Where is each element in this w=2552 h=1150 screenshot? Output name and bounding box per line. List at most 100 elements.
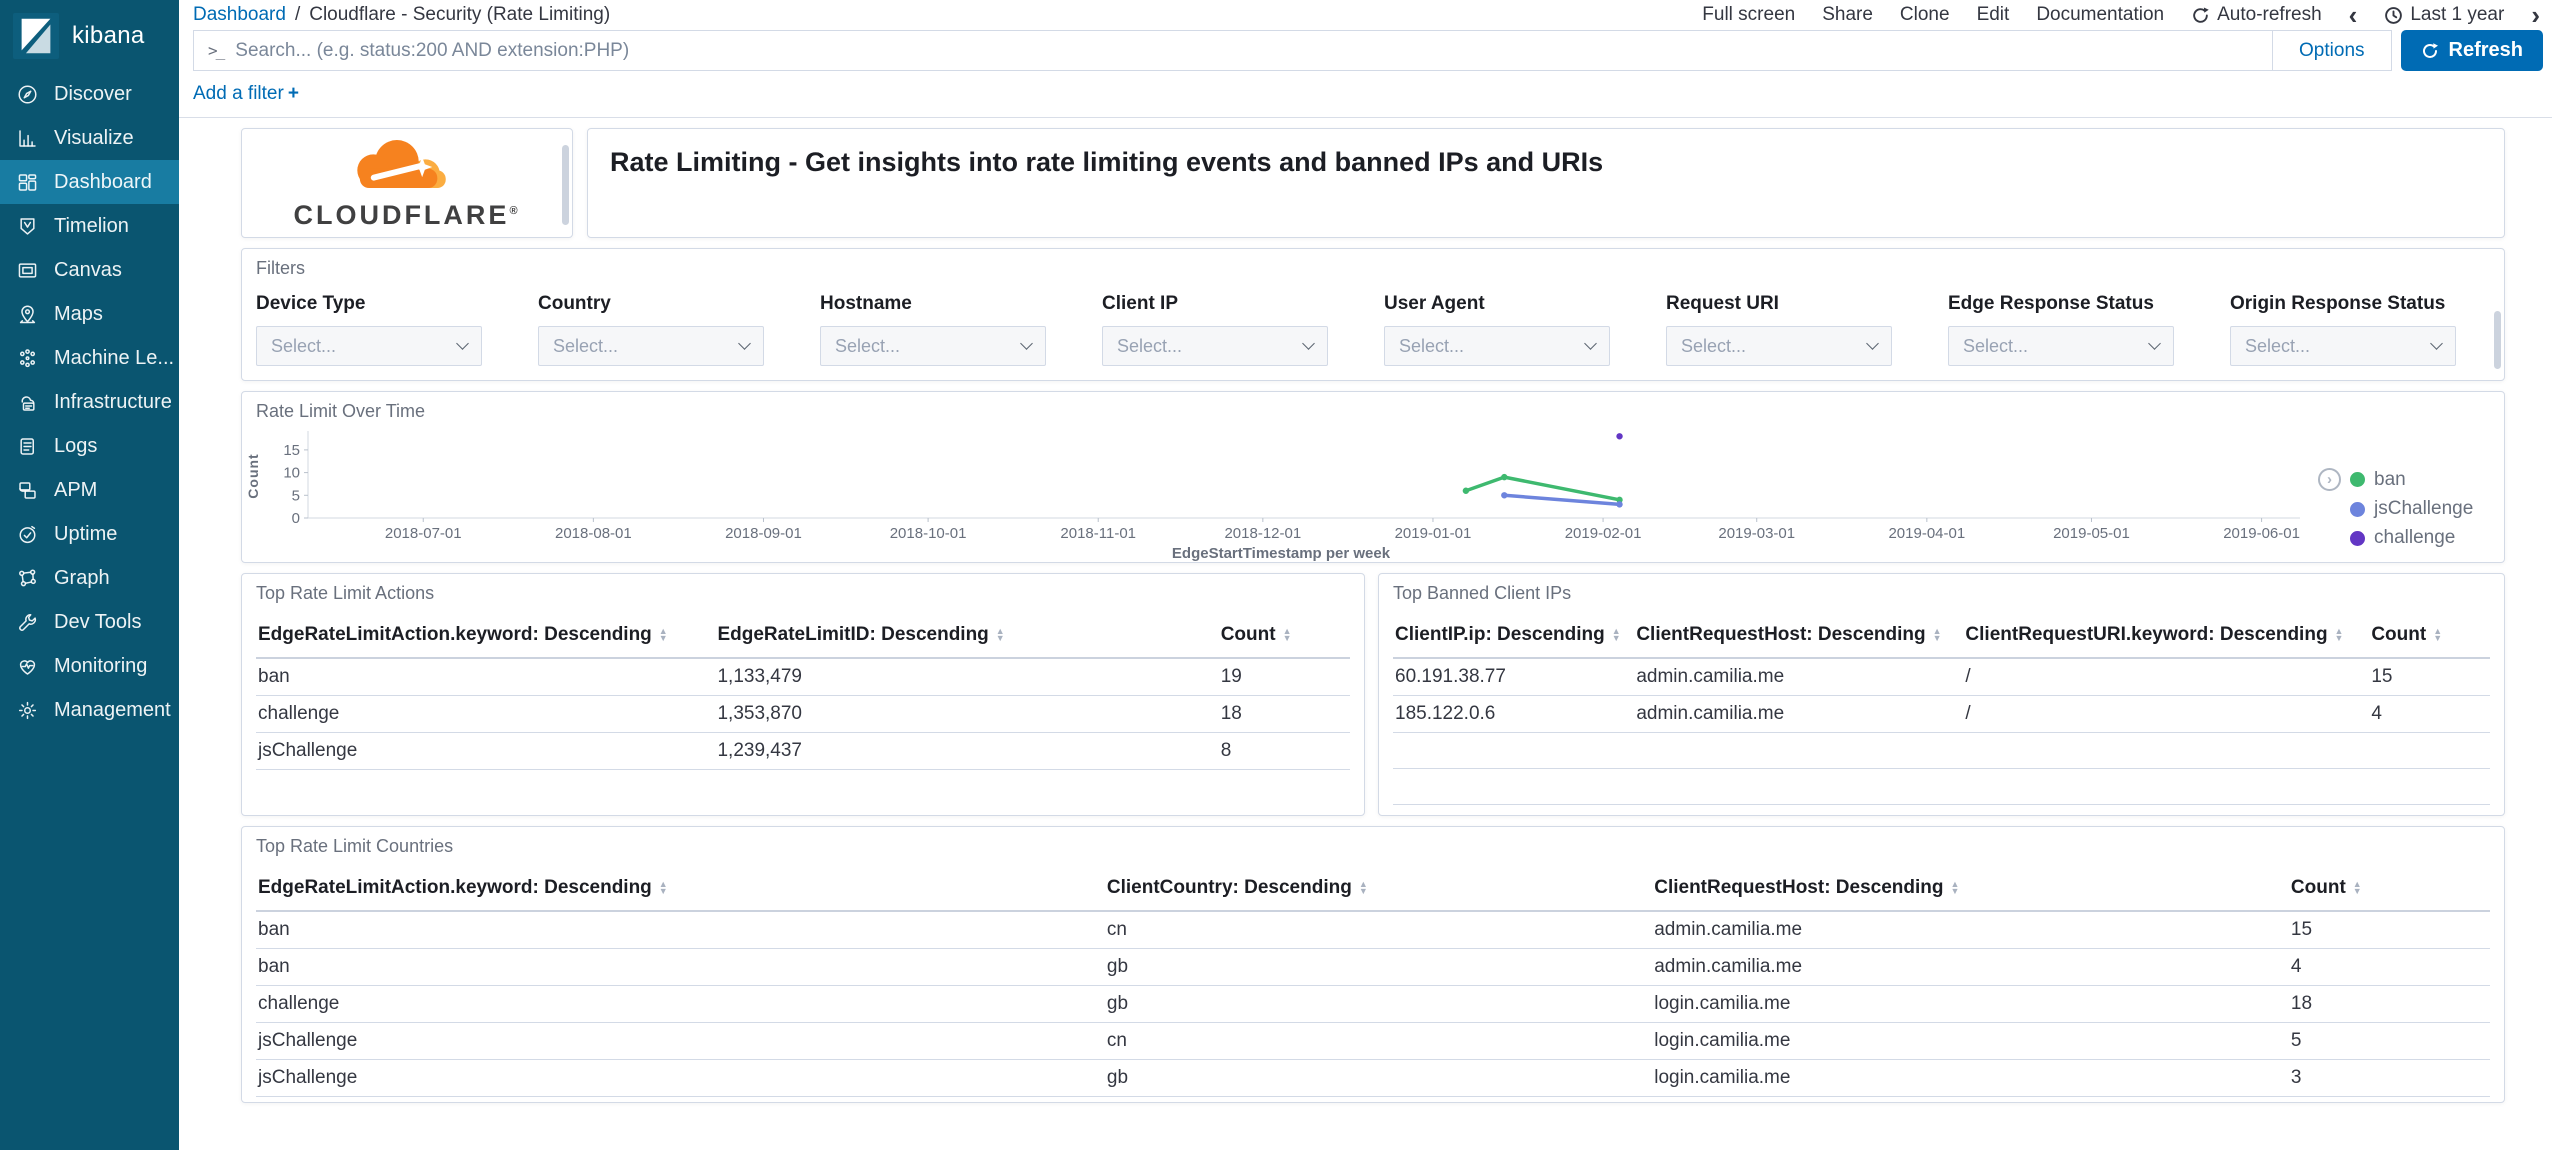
table-row: ban gb admin.camilia.me 4 <box>256 948 2490 986</box>
sidebar-item-visualize[interactable]: Visualize <box>0 116 179 160</box>
table-cell[interactable]: cn <box>1104 1022 1653 1060</box>
sidebar-item-monitoring[interactable]: Monitoring <box>0 644 179 688</box>
table-cell[interactable]: challenge <box>256 695 716 733</box>
refresh-button[interactable]: Refresh <box>2400 30 2543 71</box>
search-input[interactable] <box>233 38 2273 63</box>
scrollbar-thumb[interactable] <box>2494 311 2501 369</box>
legend-item-jschallenge[interactable]: jsChallenge <box>2318 498 2498 520</box>
table-cell[interactable]: / <box>1963 658 2370 696</box>
column-header-edgeratelimitaction-keyword-descending[interactable]: EdgeRateLimitAction.keyword: Descending ▲… <box>256 614 716 659</box>
column-header-count[interactable]: Count ▲ ▼ <box>2369 614 2490 659</box>
filter-select-user-agent[interactable]: Select... <box>1384 326 1610 366</box>
column-header-clientcountry-descending[interactable]: ClientCountry: Descending ▲ ▼ <box>1104 867 1653 912</box>
table-cell[interactable]: gb <box>1104 1059 1653 1097</box>
shield-icon <box>20 217 35 235</box>
sidebar-item-timelion[interactable]: Timelion <box>0 204 179 248</box>
table-cell[interactable]: 1,239,437 <box>715 732 1219 770</box>
chevron-left-icon[interactable]: ‹ <box>2348 0 2358 30</box>
chevron-right-icon[interactable]: › <box>2531 0 2540 30</box>
breadcrumb-dashboard-link[interactable]: Dashboard <box>193 4 286 25</box>
nav-action-full-screen[interactable]: Full screen <box>1702 4 1796 25</box>
sidebar-item-dev-tools[interactable]: Dev Tools <box>0 600 179 644</box>
nav-action-share[interactable]: Share <box>1822 4 1873 25</box>
legend-item-challenge[interactable]: challenge <box>2318 527 2498 549</box>
table-cell[interactable]: 4 <box>2288 948 2490 986</box>
filter-select-client-ip[interactable]: Select... <box>1102 326 1328 366</box>
table-cell[interactable]: admin.camilia.me <box>1652 948 2289 986</box>
table-cell[interactable]: admin.camilia.me <box>1634 695 1964 733</box>
table-cell[interactable]: 1,133,479 <box>715 658 1219 696</box>
nav-action-documentation[interactable]: Documentation <box>2036 4 2165 25</box>
table-cell[interactable]: jsChallenge <box>256 1059 1105 1097</box>
svg-text:10: 10 <box>283 465 300 482</box>
sidebar-item-graph[interactable]: Graph <box>0 556 179 600</box>
filter-select-hostname[interactable]: Select... <box>820 326 1046 366</box>
table-cell[interactable]: 185.122.0.6 <box>1393 695 1635 733</box>
sidebar-item-logs[interactable]: Logs <box>0 424 179 468</box>
table-cell[interactable]: login.camilia.me <box>1652 1022 2289 1060</box>
nav-action-edit[interactable]: Edit <box>1976 4 2010 25</box>
column-header-count[interactable]: Count ▲ ▼ <box>2288 867 2490 912</box>
table-cell[interactable]: admin.camilia.me <box>1634 658 1964 696</box>
nav-action-clone[interactable]: Clone <box>1899 4 1950 25</box>
table-cell[interactable]: jsChallenge <box>256 1022 1105 1060</box>
legend-toggle-icon[interactable]: › <box>2318 468 2341 491</box>
data-table: EdgeRateLimitAction.keyword: Descending ▲… <box>256 867 2490 1097</box>
kibana-logo[interactable]: kibana <box>0 0 179 72</box>
filter-select-request-uri[interactable]: Select... <box>1666 326 1892 366</box>
sidebar-item-canvas[interactable]: Canvas <box>0 248 179 292</box>
table-cell[interactable]: ban <box>256 658 716 696</box>
sidebar-item-management[interactable]: Management <box>0 688 179 732</box>
table-cell[interactable]: ban <box>256 911 1105 949</box>
time-range-button[interactable]: Last 1 year <box>2384 4 2504 26</box>
options-button[interactable]: Options <box>2273 30 2392 71</box>
table-row: 60.191.38.77 admin.camilia.me/15 <box>1393 658 2490 696</box>
table-cell[interactable]: cn <box>1104 911 1653 949</box>
table-cell[interactable]: 15 <box>2369 658 2490 696</box>
filter-select-origin-response-status[interactable]: Select... <box>2230 326 2456 366</box>
filter-select-device-type[interactable]: Select... <box>256 326 482 366</box>
sidebar-item-infrastructure[interactable]: Infrastructure <box>0 380 179 424</box>
column-header-clientrequesthost-descending[interactable]: ClientRequestHost: Descending ▲ ▼ <box>1652 867 2289 912</box>
table-cell[interactable]: 8 <box>1218 732 1350 770</box>
table-cell[interactable]: 1,353,870 <box>715 695 1219 733</box>
add-filter-link[interactable]: Add a filter + <box>193 83 299 104</box>
scrollbar-thumb[interactable] <box>562 145 569 225</box>
table-cell[interactable]: jsChallenge <box>256 732 716 770</box>
table-cell[interactable]: 15 <box>2288 911 2490 949</box>
sidebar-item-machine-le[interactable]: Machine Le... <box>0 336 179 380</box>
gear-icon <box>18 701 37 719</box>
table-cell[interactable]: 3 <box>2288 1059 2490 1097</box>
column-header-clientrequesthost-descending[interactable]: ClientRequestHost: Descending ▲ ▼ <box>1634 614 1964 659</box>
table-cell[interactable]: 18 <box>2288 985 2490 1023</box>
sidebar-item-discover[interactable]: Discover <box>0 72 179 116</box>
column-header-edgeratelimitid-descending[interactable]: EdgeRateLimitID: Descending ▲ ▼ <box>715 614 1219 659</box>
table-cell[interactable]: 19 <box>1218 658 1350 696</box>
column-header-count[interactable]: Count ▲ ▼ <box>1218 614 1350 659</box>
legend-item-ban[interactable]: › ban <box>2318 468 2498 491</box>
column-header-edgeratelimitaction-keyword-descending[interactable]: EdgeRateLimitAction.keyword: Descending ▲… <box>256 867 1105 912</box>
table-cell[interactable]: gb <box>1104 985 1653 1023</box>
table-cell[interactable]: 4 <box>2369 695 2490 733</box>
table-cell[interactable]: admin.camilia.me <box>1652 911 2289 949</box>
sidebar-item-maps[interactable]: Maps <box>0 292 179 336</box>
table-cell[interactable]: login.camilia.me <box>1652 1059 2289 1097</box>
table-cell[interactable]: ban <box>256 948 1105 986</box>
select-placeholder: Select... <box>835 335 901 356</box>
sidebar-item-apm[interactable]: APM <box>0 468 179 512</box>
auto-refresh-button[interactable]: Auto-refresh <box>2191 4 2322 26</box>
sidebar-item-dashboard[interactable]: Dashboard <box>0 160 179 204</box>
table-cell[interactable]: 60.191.38.77 <box>1393 658 1635 696</box>
table-cell[interactable]: challenge <box>256 985 1105 1023</box>
filter-select-country[interactable]: Select... <box>538 326 764 366</box>
sidebar-item-uptime[interactable]: Uptime <box>0 512 179 556</box>
table-cell[interactable]: 18 <box>1218 695 1350 733</box>
filter-select-edge-response-status[interactable]: Select... <box>1948 326 2174 366</box>
breadcrumb-current-page: Cloudflare - Security (Rate Limiting) <box>309 4 611 25</box>
table-cell[interactable]: gb <box>1104 948 1653 986</box>
table-cell[interactable]: login.camilia.me <box>1652 985 2289 1023</box>
column-header-clientip-ip-descending[interactable]: ClientIP.ip: Descending ▲ ▼ <box>1393 614 1635 659</box>
table-cell[interactable]: 5 <box>2288 1022 2490 1060</box>
column-header-clientrequesturi-keyword-descending[interactable]: ClientRequestURI.keyword: Descending ▲ ▼ <box>1963 614 2370 659</box>
table-cell[interactable]: / <box>1963 695 2370 733</box>
